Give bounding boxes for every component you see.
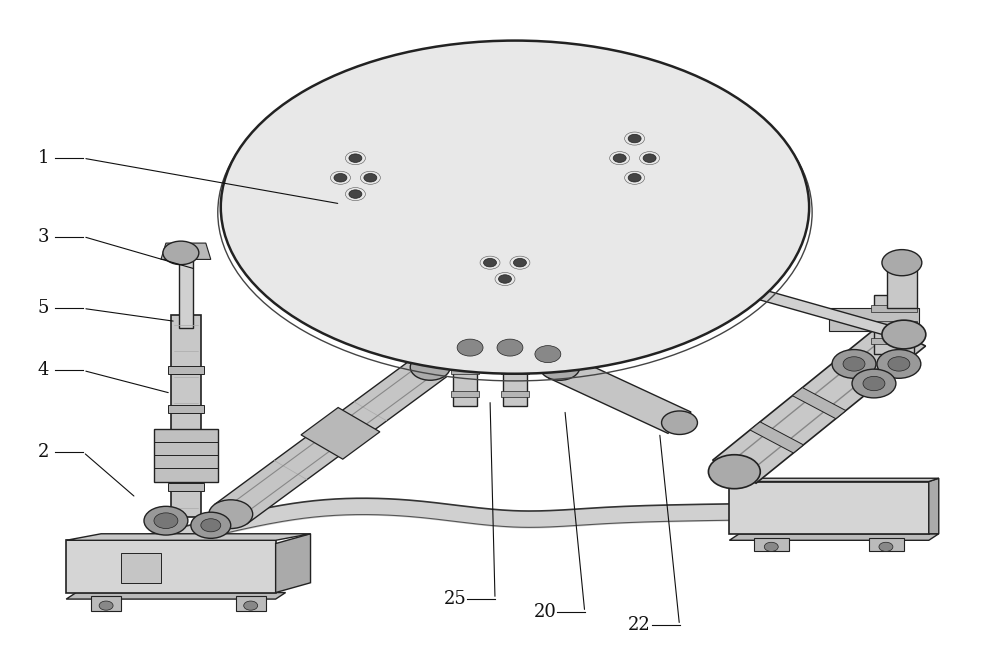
- Polygon shape: [171, 315, 201, 518]
- Circle shape: [445, 331, 495, 364]
- Polygon shape: [66, 541, 276, 592]
- Bar: [121, 554, 161, 583]
- Circle shape: [628, 134, 641, 143]
- Text: 22: 22: [628, 616, 651, 634]
- Bar: [501, 392, 529, 397]
- Circle shape: [764, 543, 778, 552]
- Polygon shape: [792, 388, 846, 419]
- Polygon shape: [729, 482, 929, 534]
- Circle shape: [154, 513, 178, 529]
- Circle shape: [882, 250, 922, 276]
- Circle shape: [410, 354, 450, 380]
- Circle shape: [882, 320, 926, 349]
- Circle shape: [879, 543, 893, 552]
- Circle shape: [499, 275, 511, 283]
- Text: 2: 2: [38, 443, 49, 461]
- Bar: [168, 457, 204, 465]
- Polygon shape: [835, 354, 888, 384]
- Circle shape: [628, 174, 641, 182]
- Bar: [874, 295, 914, 354]
- Polygon shape: [66, 534, 311, 541]
- Circle shape: [497, 339, 523, 356]
- Bar: [869, 539, 904, 552]
- Bar: [179, 250, 193, 328]
- Circle shape: [457, 339, 483, 356]
- Circle shape: [863, 377, 885, 391]
- Circle shape: [523, 338, 573, 371]
- Text: 20: 20: [533, 603, 556, 621]
- Circle shape: [888, 357, 910, 371]
- Polygon shape: [214, 358, 447, 523]
- Polygon shape: [548, 356, 691, 434]
- Polygon shape: [66, 592, 286, 599]
- Circle shape: [852, 369, 896, 398]
- Bar: [154, 429, 218, 482]
- Circle shape: [484, 258, 497, 267]
- Bar: [501, 359, 529, 364]
- Circle shape: [144, 506, 188, 535]
- Bar: [451, 369, 479, 374]
- Text: 5: 5: [38, 299, 49, 318]
- Polygon shape: [301, 407, 380, 459]
- Circle shape: [191, 512, 231, 539]
- Circle shape: [613, 154, 626, 163]
- Bar: [451, 392, 479, 397]
- Polygon shape: [713, 323, 926, 483]
- Bar: [754, 539, 789, 552]
- Text: 4: 4: [38, 361, 49, 379]
- Circle shape: [513, 258, 526, 267]
- Circle shape: [349, 154, 362, 163]
- Circle shape: [334, 174, 347, 182]
- Circle shape: [163, 241, 199, 264]
- Circle shape: [708, 455, 760, 489]
- Polygon shape: [345, 266, 490, 361]
- Circle shape: [540, 354, 580, 380]
- Polygon shape: [729, 534, 939, 541]
- Circle shape: [201, 519, 221, 532]
- Bar: [168, 405, 204, 413]
- Circle shape: [244, 601, 258, 610]
- Polygon shape: [161, 243, 211, 259]
- Bar: [887, 266, 917, 308]
- Bar: [91, 596, 121, 611]
- Circle shape: [877, 350, 921, 379]
- Text: 3: 3: [38, 228, 49, 245]
- Circle shape: [364, 174, 377, 182]
- Polygon shape: [929, 478, 939, 534]
- Ellipse shape: [228, 192, 802, 251]
- Circle shape: [832, 350, 876, 379]
- Bar: [168, 483, 204, 491]
- Circle shape: [209, 500, 253, 529]
- Bar: [236, 596, 266, 611]
- Bar: [871, 321, 917, 328]
- Circle shape: [662, 411, 697, 434]
- Bar: [871, 338, 917, 344]
- Circle shape: [843, 357, 865, 371]
- Bar: [168, 366, 204, 374]
- Circle shape: [535, 346, 561, 363]
- Polygon shape: [750, 422, 803, 453]
- Polygon shape: [729, 478, 939, 482]
- Polygon shape: [675, 266, 899, 338]
- Text: 25: 25: [444, 590, 466, 608]
- Polygon shape: [829, 308, 919, 331]
- Circle shape: [99, 601, 113, 610]
- Text: 1: 1: [38, 149, 49, 167]
- Bar: [871, 305, 917, 312]
- Circle shape: [485, 331, 535, 364]
- Bar: [503, 354, 527, 406]
- Bar: [453, 354, 477, 406]
- Bar: [501, 369, 529, 374]
- Polygon shape: [276, 534, 311, 592]
- Bar: [451, 359, 479, 364]
- Ellipse shape: [221, 41, 809, 374]
- Circle shape: [349, 190, 362, 198]
- Circle shape: [643, 154, 656, 163]
